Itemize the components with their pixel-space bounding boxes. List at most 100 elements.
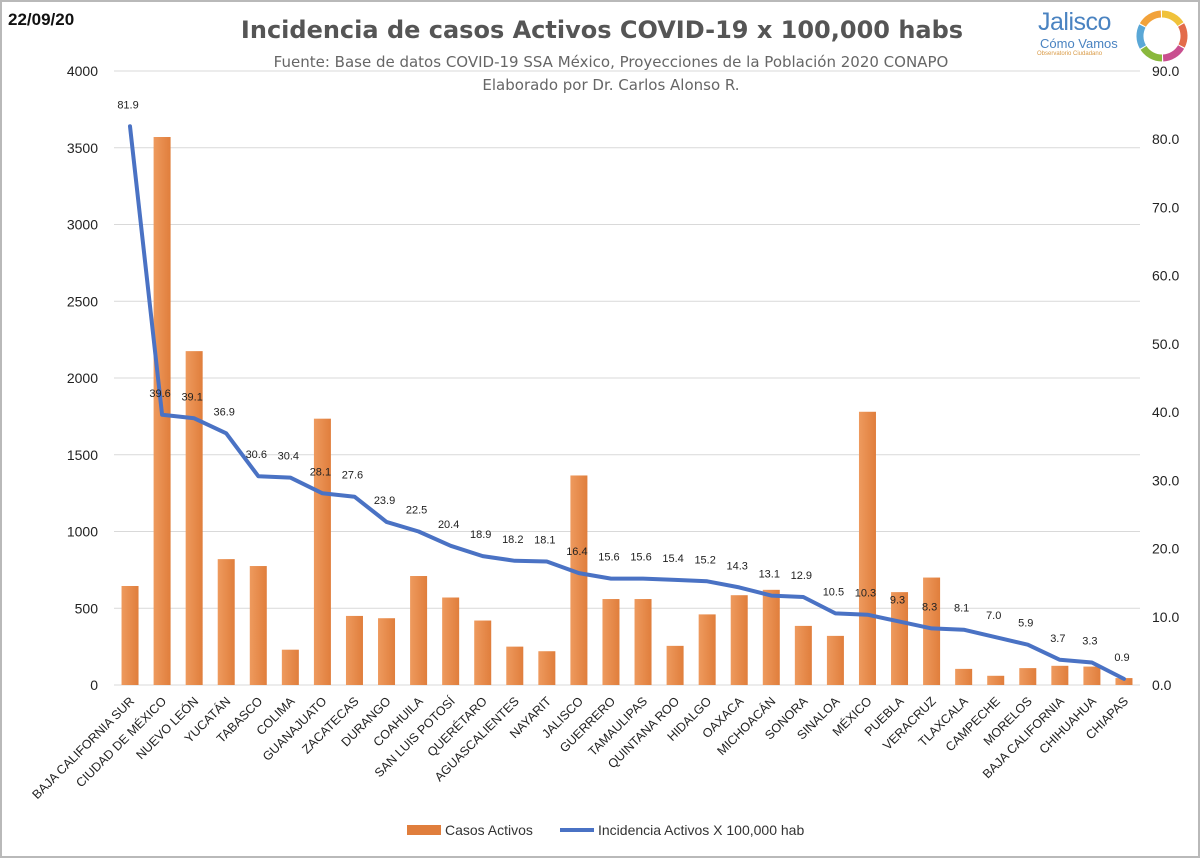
- right-tick-label: 70.0: [1152, 199, 1179, 215]
- bar: [1019, 668, 1037, 685]
- bar: [474, 620, 492, 685]
- bar: [570, 475, 588, 685]
- gridlines: [114, 70, 1140, 686]
- bar: [826, 635, 844, 685]
- line-data-label: 18.2: [502, 534, 523, 546]
- logo-ring-segment: [1136, 24, 1147, 49]
- line-data-label: 36.9: [214, 406, 235, 418]
- bar: [185, 351, 203, 685]
- line-data-label: 0.9: [1114, 652, 1129, 664]
- legend-label-bars: Casos Activos: [445, 822, 533, 838]
- right-tick-label: 50.0: [1152, 336, 1179, 352]
- logo-subtitle: Observatorio Ciudadano: [1037, 51, 1103, 57]
- line-data-label: 30.4: [278, 451, 299, 463]
- bar: [313, 418, 331, 685]
- left-tick-label: 1500: [67, 447, 98, 463]
- bar: [634, 599, 652, 685]
- left-tick-label: 1000: [67, 524, 98, 540]
- legend-item-bars: Casos Activos: [407, 822, 533, 838]
- bar: [249, 566, 267, 685]
- bar: [666, 645, 684, 685]
- line-series: [128, 124, 1126, 681]
- line-data-label: 3.7: [1050, 633, 1065, 645]
- logo-tagline: Cómo Vamos: [1040, 36, 1118, 51]
- right-axis: 0.0 10.0 20.0 30.0 40.0 50.0 60.0 70.0 80.0 90.0: [1152, 63, 1179, 693]
- line-data-label: 23.9: [374, 495, 395, 507]
- line-data-label: 16.4: [566, 546, 587, 558]
- line-data-label: 10.5: [823, 586, 844, 598]
- line-data-label: 3.3: [1082, 635, 1097, 647]
- bar: [217, 559, 235, 685]
- right-tick-label: 40.0: [1152, 404, 1179, 420]
- chart-source: Fuente: Base de datos COVID-19 SSA Méxic…: [273, 53, 949, 71]
- bar: [923, 577, 941, 685]
- bar: [345, 615, 363, 685]
- line-data-label: 7.0: [986, 610, 1001, 622]
- line-data-label: 39.6: [149, 388, 170, 400]
- incidence-line: [128, 124, 1126, 681]
- logo-ring-segment: [1161, 10, 1184, 27]
- bar: [121, 585, 139, 685]
- line-data-label: 15.2: [694, 554, 715, 566]
- chart-author: Elaborado por Dr. Carlos Alonso R.: [482, 76, 740, 94]
- bar: [730, 595, 748, 685]
- bar: [506, 646, 524, 685]
- left-tick-label: 3000: [67, 217, 98, 233]
- date-label: 22/09/20: [8, 10, 75, 29]
- line-data-label: 27.6: [342, 470, 363, 482]
- line-data-label: 8.1: [954, 603, 969, 615]
- line-data-label: 39.1: [181, 391, 202, 403]
- bar: [378, 618, 396, 685]
- right-tick-label: 80.0: [1152, 131, 1179, 147]
- line-data-label: 15.6: [630, 552, 651, 564]
- line-data-label: 8.3: [922, 601, 937, 613]
- line-data-label: 12.9: [791, 570, 812, 582]
- left-tick-label: 500: [75, 600, 99, 616]
- bar: [538, 651, 556, 685]
- left-tick-label: 2000: [67, 370, 98, 386]
- line-data-label: 81.9: [117, 99, 138, 111]
- legend-label-line: Incidencia Activos X 100,000 hab: [598, 822, 805, 838]
- bar: [1115, 678, 1133, 685]
- chart-title: Incidencia de casos Activos COVID-19 x 1…: [240, 16, 964, 44]
- line-data-label: 14.3: [727, 560, 748, 572]
- logo-ring-segment: [1140, 45, 1163, 62]
- logo-ring-segment: [1162, 45, 1185, 62]
- bar-series: [121, 137, 1133, 685]
- left-tick-label: 0: [90, 677, 98, 693]
- bar: [891, 592, 909, 685]
- right-tick-label: 60.0: [1152, 268, 1179, 284]
- line-data-label: 20.4: [438, 519, 459, 531]
- bar: [698, 614, 716, 685]
- line-data-label: 13.1: [759, 569, 780, 581]
- line-data-label: 5.9: [1018, 618, 1033, 630]
- logo-ring-segment: [1177, 23, 1188, 48]
- data-labels: 81.9 39.6 39.1 36.9 30.6 30.4 28.1 27.6 23.9 22.5…: [117, 99, 1129, 664]
- legend-swatch-bar: [407, 825, 441, 835]
- bar: [410, 576, 428, 685]
- legend: Casos Activos Incidencia Activos X 100,0…: [2, 822, 1200, 842]
- right-tick-label: 20.0: [1152, 541, 1179, 557]
- logo-name: Jalisco: [1038, 8, 1111, 36]
- right-tick-label: 10.0: [1152, 609, 1179, 625]
- right-tick-label: 0.0: [1152, 677, 1172, 693]
- bar: [987, 675, 1005, 685]
- bar: [858, 411, 876, 685]
- legend-swatch-line: [560, 828, 594, 832]
- legend-item-line: Incidencia Activos X 100,000 hab: [560, 822, 804, 838]
- line-data-label: 18.1: [534, 535, 555, 547]
- line-data-label: 15.4: [662, 553, 683, 565]
- line-data-label: 9.3: [890, 595, 905, 607]
- line-data-label: 30.6: [246, 449, 267, 461]
- right-tick-label: 90.0: [1152, 63, 1179, 79]
- bar: [281, 649, 299, 685]
- bar: [794, 625, 812, 685]
- line-data-label: 18.9: [470, 529, 491, 541]
- left-tick-label: 3500: [67, 140, 98, 156]
- line-data-label: 28.1: [310, 466, 331, 478]
- left-tick-label: 4000: [67, 63, 98, 79]
- bar: [602, 599, 620, 685]
